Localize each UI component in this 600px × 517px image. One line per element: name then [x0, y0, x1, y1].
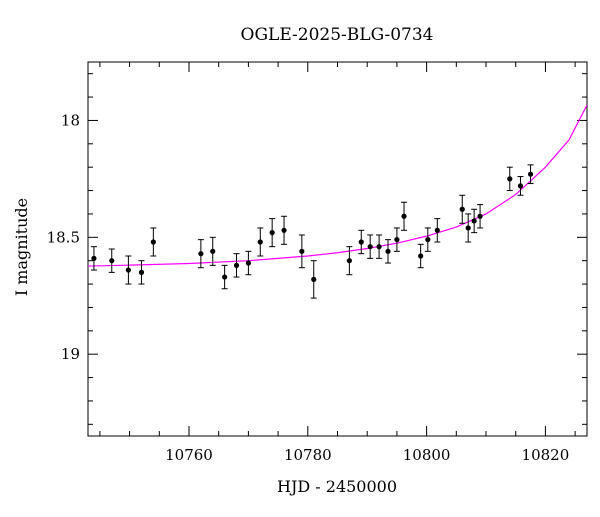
x-tick-label: 10780 [284, 446, 332, 464]
data-point [221, 264, 228, 290]
data-point [257, 227, 264, 257]
point-marker [281, 227, 287, 233]
data-point [233, 253, 240, 278]
data-point [459, 194, 466, 224]
data-point [125, 255, 132, 285]
point-marker [233, 262, 240, 268]
data-point [358, 229, 365, 255]
point-marker [138, 269, 145, 275]
data-point [367, 234, 374, 259]
data-point [197, 239, 204, 269]
plot-area: 10760 10780 10800 10820 18 18.5 19 [47, 61, 588, 464]
point-marker [477, 213, 483, 219]
data-point [393, 227, 400, 252]
data-point [298, 234, 305, 269]
point-marker [465, 225, 471, 231]
data-point [506, 166, 513, 192]
y-tick-label: 18 [61, 111, 80, 129]
data-point [384, 239, 391, 264]
data-point [209, 236, 216, 266]
data-point [281, 215, 288, 245]
data-point [477, 204, 484, 229]
point-marker [198, 251, 204, 257]
point-marker [91, 255, 97, 261]
point-marker [527, 171, 534, 177]
point-marker [434, 227, 440, 233]
point-marker [269, 230, 275, 236]
data-point [471, 208, 478, 234]
point-marker [376, 244, 382, 250]
point-marker [109, 258, 115, 264]
point-marker [150, 239, 156, 245]
data-point [517, 176, 524, 196]
y-tick-label: 18.5 [47, 228, 80, 246]
point-marker [311, 276, 317, 282]
point-marker [459, 206, 465, 212]
point-marker [401, 213, 407, 219]
data-point [376, 234, 383, 259]
point-marker [222, 274, 228, 280]
data-point [245, 250, 252, 276]
data-point [465, 213, 472, 243]
point-marker [471, 218, 477, 224]
data-point [346, 246, 353, 276]
x-tick-label: 10800 [403, 446, 451, 464]
data-point [150, 227, 157, 257]
data-point [434, 218, 441, 243]
x-tick-label: 10760 [165, 446, 213, 464]
point-marker [517, 183, 524, 189]
data-point [527, 164, 534, 185]
point-marker [507, 176, 513, 182]
point-marker [299, 248, 305, 254]
point-marker [125, 267, 131, 273]
point-marker [425, 237, 431, 243]
x-axis-title: HJD - 2450000 [277, 477, 397, 496]
point-marker [394, 237, 400, 243]
data-point [417, 243, 424, 269]
point-marker [385, 248, 391, 254]
data-point [269, 218, 276, 248]
point-marker [358, 239, 364, 245]
point-marker [418, 253, 424, 259]
point-marker [346, 258, 352, 264]
model-curve [88, 104, 587, 267]
point-marker [245, 260, 251, 266]
plot-frame [87, 61, 588, 437]
y-tick-label: 19 [61, 345, 80, 363]
data-point [310, 260, 317, 299]
point-marker [257, 239, 263, 245]
x-tick-label: 10820 [522, 446, 570, 464]
data-point [424, 227, 431, 252]
point-marker [210, 248, 216, 254]
data-point [108, 248, 115, 273]
chart-title: OGLE-2025-BLG-0734 [241, 25, 434, 45]
point-marker [367, 244, 373, 250]
data-point [401, 201, 408, 231]
data-point [138, 260, 145, 285]
y-axis-title: I magnitude [12, 198, 31, 296]
data-point [90, 246, 97, 271]
